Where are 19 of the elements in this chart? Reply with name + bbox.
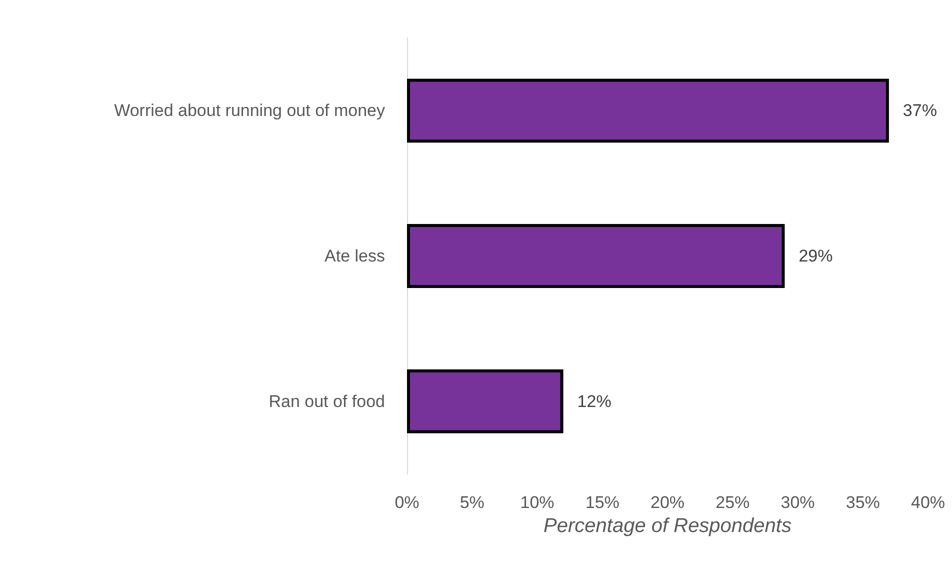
x-tick-label: 10% (520, 493, 554, 512)
data-label: 12% (577, 392, 612, 411)
x-tick-label: 25% (716, 493, 750, 512)
x-tick-label: 40% (910, 493, 946, 512)
data-label: 29% (798, 246, 833, 266)
x-tick-label: 0% (394, 493, 420, 512)
x-axis-title: Percentage of Respondents (544, 515, 792, 537)
x-tick-label: 20% (650, 493, 685, 512)
bar (407, 369, 564, 434)
bar (407, 78, 889, 143)
data-label: 37% (902, 101, 937, 120)
y-tick-label: Ran out of food (268, 392, 385, 411)
x-tick-label: 5% (460, 493, 484, 512)
bar (407, 224, 785, 288)
y-tick-label: Worried about running out of money (114, 101, 386, 120)
x-tick-label: 35% (846, 493, 880, 512)
y-tick-label: Ate less (324, 246, 385, 266)
x-tick-label: 30% (780, 493, 815, 512)
x-tick-label: 15% (585, 493, 620, 512)
